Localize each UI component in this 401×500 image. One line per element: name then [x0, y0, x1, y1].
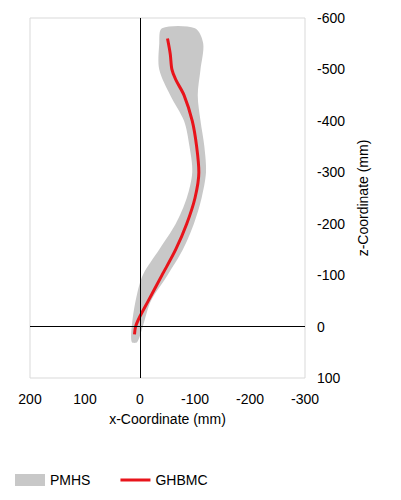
svg-text:0: 0 — [136, 391, 144, 407]
svg-text:-400: -400 — [317, 113, 345, 129]
svg-text:z-Coordinate (mm): z-Coordinate (mm) — [355, 140, 371, 257]
svg-text:-500: -500 — [317, 61, 345, 77]
svg-text:-100: -100 — [181, 391, 209, 407]
svg-text:-200: -200 — [236, 391, 264, 407]
svg-text:100: 100 — [317, 370, 341, 386]
svg-text:-300: -300 — [317, 164, 345, 180]
svg-text:-300: -300 — [291, 391, 319, 407]
svg-text:0: 0 — [317, 319, 325, 335]
svg-text:-100: -100 — [317, 267, 345, 283]
svg-text:-200: -200 — [317, 216, 345, 232]
svg-text:200: 200 — [18, 391, 42, 407]
svg-text:x-Coordinate (mm): x-Coordinate (mm) — [109, 411, 226, 427]
svg-text:-600: -600 — [317, 10, 345, 26]
svg-text:PMHS: PMHS — [50, 472, 90, 488]
svg-text:GHBMC: GHBMC — [155, 472, 207, 488]
svg-text:100: 100 — [73, 391, 97, 407]
